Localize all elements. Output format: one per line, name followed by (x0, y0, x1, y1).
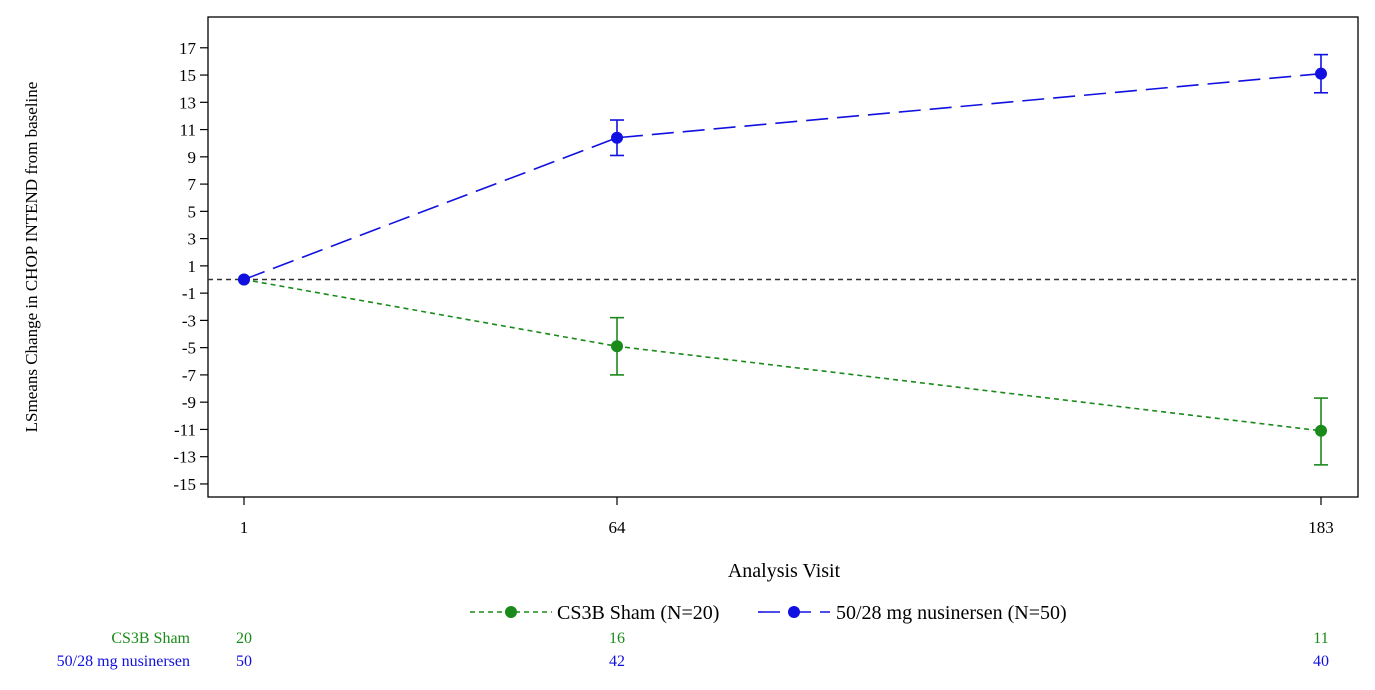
data-point (611, 131, 623, 144)
y-tick-label: -3 (182, 311, 196, 330)
plot-frame (207, 16, 1359, 498)
y-tick-label: 5 (188, 202, 197, 221)
series-line (243, 278, 1322, 432)
at-risk-count: 40 (1313, 653, 1329, 670)
data-point (1315, 67, 1327, 80)
x-axis-label: Analysis Visit (728, 560, 841, 582)
x-tick-label: 64 (609, 518, 627, 537)
at-risk-row-label: CS3B Sham (111, 630, 190, 647)
y-tick-label: 15 (179, 66, 196, 85)
at-risk-count: 42 (609, 653, 625, 670)
y-tick-label: -15 (173, 475, 196, 494)
legend-label: CS3B Sham (N=20) (557, 602, 719, 624)
y-tick-label: -5 (182, 339, 196, 358)
y-tick-label: -13 (173, 448, 196, 467)
legend-marker (788, 606, 800, 618)
y-axis-label: LSmeans Change in CHOP INTEND from basel… (22, 82, 41, 433)
at-risk-count: 50 (236, 653, 252, 670)
y-tick-label: 11 (180, 121, 196, 140)
x-tick-label: 183 (1308, 518, 1334, 537)
y-tick-label: 1 (188, 257, 197, 276)
y-tick-label: 17 (179, 39, 197, 58)
data-point (611, 340, 623, 353)
legend-label: 50/28 mg nusinersen (N=50) (836, 602, 1067, 624)
legend-marker (505, 606, 517, 618)
y-tick-label: -11 (174, 420, 196, 439)
data-point (1315, 424, 1327, 437)
y-tick-label: -1 (182, 284, 196, 303)
y-tick-label: -9 (182, 393, 196, 412)
legend: CS3B Sham (N=20) 50/28 mg nusinersen (N=5… (470, 602, 1067, 624)
at-risk-table: CS3B Sham 20 16 11 50/28 mg nusinersen 50 42 40 (57, 630, 1329, 670)
y-tick-label: 9 (188, 148, 197, 167)
at-risk-count: 11 (1313, 630, 1328, 647)
at-risk-count: 16 (609, 630, 625, 647)
y-tick-label: 3 (188, 230, 197, 249)
y-tick-label: -7 (182, 366, 197, 385)
at-risk-row-label: 50/28 mg nusinersen (57, 653, 190, 670)
at-risk-count: 20 (236, 630, 252, 647)
y-tick-label: 7 (188, 175, 197, 194)
series-line (243, 72, 1322, 281)
x-tick-label: 1 (240, 518, 249, 537)
plot-area: 17 15 13 11 9 7 5 3 1 -1 -3 -5 -7 -9 -11 -13 -15 1 64 183 (173, 16, 1359, 537)
y-tick-label: 13 (179, 93, 196, 112)
data-point (238, 273, 250, 286)
